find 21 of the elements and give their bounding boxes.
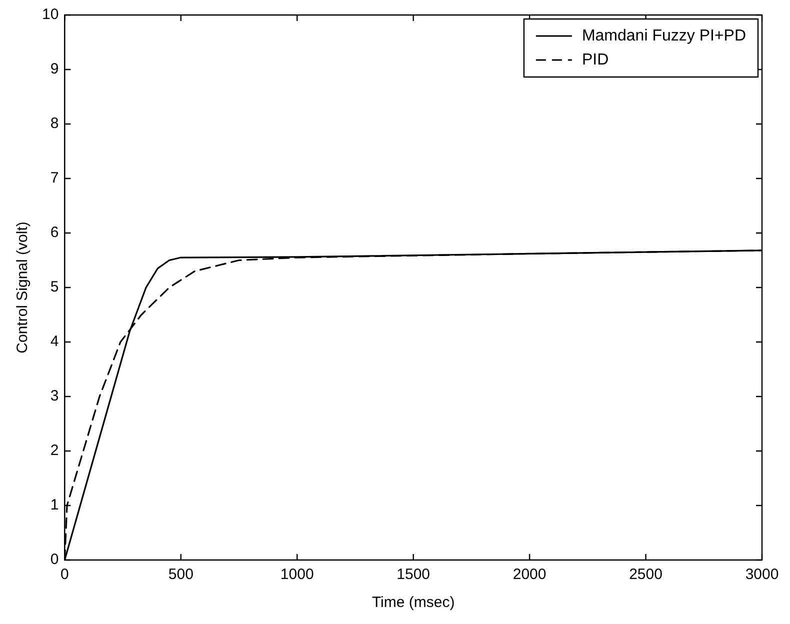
y-tick-label: 2 xyxy=(50,442,59,460)
y-tick-label: 4 xyxy=(50,333,59,350)
x-tick-label: 500 xyxy=(168,566,194,584)
y-tick-label: 7 xyxy=(50,170,59,187)
x-tick-label: 1000 xyxy=(280,566,314,584)
y-tick-label: 10 xyxy=(42,6,59,24)
legend-label: PID xyxy=(582,51,609,68)
legend-label: Mamdani Fuzzy PI+PD xyxy=(582,27,746,44)
y-tick-label: 5 xyxy=(50,278,59,296)
x-tick-label: 2000 xyxy=(512,566,546,584)
x-tick-label: 1500 xyxy=(396,566,430,584)
y-tick-label: 6 xyxy=(50,224,59,242)
y-tick-label: 0 xyxy=(50,551,59,568)
y-tick-label: 1 xyxy=(50,496,59,514)
x-axis-title: Time (msec) xyxy=(372,594,455,612)
y-tick-label: 3 xyxy=(50,388,59,405)
y-tick-label: 9 xyxy=(50,60,59,78)
y-axis-title: Control Signal (volt) xyxy=(14,222,32,354)
x-tick-label: 3000 xyxy=(745,566,779,584)
x-tick-label: 2500 xyxy=(629,566,662,584)
y-tick-label: 8 xyxy=(50,115,59,132)
